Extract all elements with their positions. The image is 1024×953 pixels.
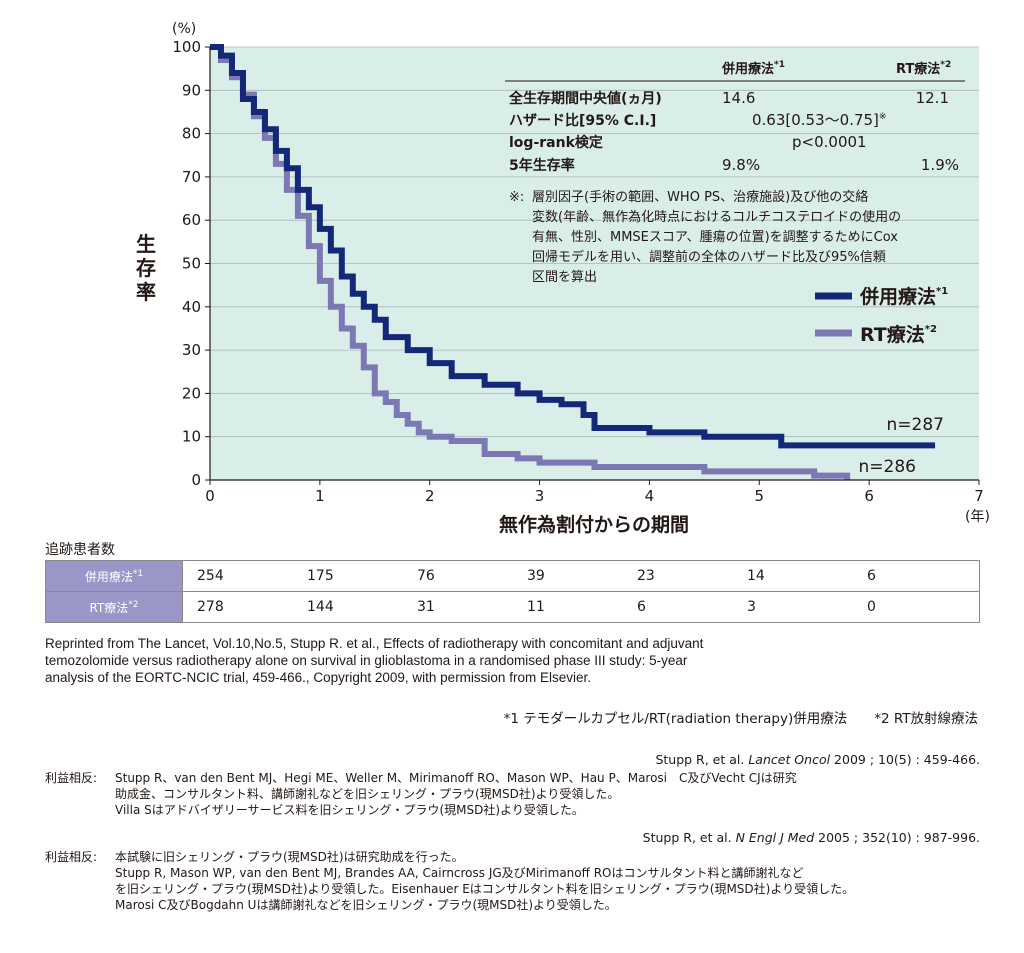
- risk-value: 6: [637, 599, 646, 615]
- y-unit: (%): [172, 21, 196, 37]
- x-tick-label: 5: [755, 487, 765, 505]
- risk-value: 175: [307, 568, 334, 584]
- stats-row-label: log-rank検定: [509, 134, 603, 151]
- legend-label-combo: 併用療法*1: [859, 285, 948, 308]
- stats-note-line: 回帰モデルを用い、調整前の全体のハザード比及び95%信頼: [532, 249, 886, 265]
- coi-line: を旧シェリング・プラウ(現MSD社)より受領した。Eisenhauer Eはコン…: [115, 882, 855, 896]
- citation-line: temozolomide versus radiotherapy alone o…: [45, 653, 688, 668]
- coi-line: Stupp R、van den Bent MJ、Hegi ME、Weller M…: [115, 771, 797, 785]
- legend: 併用療法*1 RT療法*2: [815, 285, 948, 346]
- risk-value: 6: [867, 568, 876, 584]
- y-tick-label: 20: [182, 384, 201, 402]
- stats-header-combo: 併用療法*1: [721, 60, 785, 77]
- y-tick-label: 90: [182, 81, 201, 99]
- risk-row-values: 254 175 76 39 23 14 6: [182, 560, 980, 592]
- risk-value: 3: [747, 599, 756, 615]
- rt-survival-curve: [210, 44, 851, 480]
- risk-value: 254: [197, 568, 224, 584]
- legend-label-rt: RT療法*2: [860, 323, 937, 346]
- citation: Reprinted from The Lancet, Vol.10,No.5, …: [45, 635, 985, 686]
- y-tick-label: 60: [182, 211, 201, 229]
- risk-row-label: RT療法*2: [45, 591, 183, 623]
- x-tick-label: 0: [205, 487, 215, 505]
- stats-note-mark: ※:: [509, 190, 524, 205]
- n-label-combo: n=287: [887, 415, 944, 435]
- risk-value: 14: [747, 568, 765, 584]
- citation-line: analysis of the EORTC-NCIC trial, 459-46…: [45, 670, 591, 685]
- stats-value: 12.1: [916, 89, 949, 107]
- reference-2-coi: 利益相反: 本試験に旧シェリング・プラウ(現MSD社)は研究助成を行った。 St…: [45, 849, 995, 913]
- x-tick-label: 7: [974, 487, 984, 505]
- stats-table: 併用療法*1 RT療法*2 全生存期間中央値(ヵ月) 14.6 12.1 ハザー…: [505, 60, 965, 285]
- reference-2-cite: Stupp R, et al. N Engl J Med 2005 ; 352(…: [642, 830, 980, 845]
- y-tick-label: 0: [191, 471, 201, 489]
- y-tick-label: 40: [182, 298, 201, 316]
- coi-line: 本試験に旧シェリング・プラウ(現MSD社)は研究助成を行った。: [115, 850, 464, 864]
- stats-row-label: 5年生存率: [509, 157, 575, 174]
- combo-survival-curve: [210, 44, 936, 449]
- y-tick-label: 80: [182, 125, 201, 143]
- y-tick-label: 10: [182, 428, 201, 446]
- stats-note-line: 区間を算出: [532, 270, 597, 285]
- x-axis-title: 無作為割付からの期間: [499, 513, 689, 536]
- stats-header-rt: RT療法*2: [896, 60, 951, 77]
- risk-value: 31: [417, 599, 435, 615]
- x-unit: (年): [965, 509, 990, 525]
- stats-row-label: ハザード比[95% C.I.]: [509, 112, 656, 129]
- coi-label: 利益相反:: [45, 771, 98, 785]
- coi-line: Villa Sはアドバイザリーサービス料を旧シェリング・プラウ(現MSD社)より…: [115, 803, 584, 817]
- x-tick-label: 6: [864, 487, 874, 505]
- risk-row-values: 278 144 31 11 6 3 0: [182, 591, 980, 623]
- stats-note-line: 有無、性別、MMSEスコア、腫瘍の位置)を調整するためにCox: [532, 229, 898, 245]
- footnote: *1 テモダールカプセル/RT(radiation therapy)併用療法 *…: [503, 711, 978, 727]
- y-tick-label: 30: [182, 341, 201, 359]
- coi-label: 利益相反:: [45, 850, 98, 864]
- risk-value: 39: [527, 568, 545, 584]
- coi-line: Marosi C及びBogdahn Uは講師謝礼などを旧シェリング・プラウ(現M…: [115, 898, 617, 912]
- y-tick-label: 50: [182, 255, 201, 273]
- risk-row-combo: 併用療法*1 254 175 76 39 23 14 6: [45, 560, 980, 592]
- x-tick-label: 4: [645, 487, 655, 505]
- risk-value: 278: [197, 599, 224, 615]
- n-label-rt: n=286: [859, 457, 916, 477]
- stats-value: 0.63[0.53〜0.75]※: [752, 111, 886, 129]
- stats-value: p<0.0001: [792, 133, 867, 151]
- stats-note-line: 変数(年齢、無作為化時点におけるコルチコステロイドの使用の: [532, 209, 901, 225]
- x-tick-label: 2: [425, 487, 435, 505]
- survival-chart: 0 10 20 30 40 50 60 70 80 90 100 0 1 2 3 4 5 6 7 (%) (年) 無…: [172, 21, 990, 536]
- stats-value: 9.8%: [722, 156, 760, 174]
- citation-line: Reprinted from The Lancet, Vol.10,No.5, …: [45, 636, 704, 651]
- stats-value: 1.9%: [921, 156, 959, 174]
- y-tick-label: 70: [182, 168, 201, 186]
- stats-row-label: 全生存期間中央値(ヵ月): [508, 90, 662, 107]
- risk-value: 0: [867, 599, 876, 615]
- reference-1-coi: 利益相反: Stupp R、van den Bent MJ、Hegi ME、We…: [45, 770, 995, 818]
- risk-table-title: 追跡患者数: [45, 542, 115, 558]
- risk-value: 144: [307, 599, 334, 615]
- coi-line: Stupp R, Mason WP, van den Bent MJ, Bran…: [115, 866, 804, 880]
- x-tick-label: 3: [535, 487, 545, 505]
- risk-table: 併用療法*1 254 175 76 39 23 14 6 RT療法*2 278 …: [45, 560, 980, 623]
- risk-value: 76: [417, 568, 435, 584]
- y-axis-title: 生存率: [136, 232, 156, 304]
- x-tick-label: 1: [315, 487, 325, 505]
- y-tick-label: 100: [172, 38, 201, 56]
- risk-row-label: 併用療法*1: [45, 560, 183, 592]
- stats-value: 14.6: [722, 89, 755, 107]
- coi-line: 助成金、コンサルタント料、講師謝礼などを旧シェリング・プラウ(現MSD社)より受…: [115, 787, 620, 801]
- risk-row-rt: RT療法*2 278 144 31 11 6 3 0: [45, 591, 980, 623]
- risk-value: 23: [637, 568, 655, 584]
- risk-value: 11: [527, 599, 545, 615]
- reference-1-cite: Stupp R, et al. Lancet Oncol 2009 ; 10(5…: [655, 752, 980, 767]
- stats-note-line: 層別因子(手術の範囲、WHO PS、治療施設)及び他の交絡: [532, 189, 868, 205]
